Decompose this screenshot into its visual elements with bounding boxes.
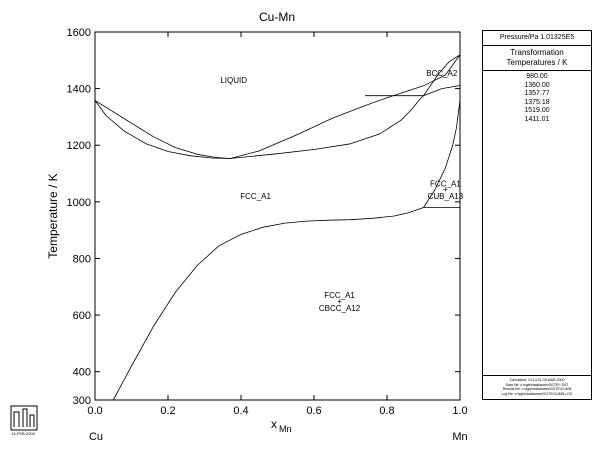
y-axis-label: Temperature / K	[46, 173, 60, 258]
footer-line: Calculated: 12:14:31 09-MAR-2000	[509, 378, 565, 382]
footer-line: Results file: c:\sgte\databases\SGTE\CUM…	[502, 387, 572, 391]
temperature-value: 1375.18	[524, 98, 550, 106]
phase-labels: LIQUIDBCC_A2FCC_A1FCC_A1+CUB_A13FCC_A1+C…	[220, 69, 463, 313]
x-axis-label-main: x	[271, 417, 277, 431]
phase-boundaries	[94, 54, 461, 401]
y-tick-label: 400	[73, 367, 91, 379]
x-tick-label: 0.2	[160, 405, 175, 417]
x-tick-label: 0.4	[233, 405, 248, 417]
plot-frame	[94, 31, 461, 401]
calculation-footer: Calculated: 12:14:31 09-MAR-2000 Data fi…	[483, 375, 591, 399]
phase-label: +	[443, 185, 448, 194]
left-component-label: Cu	[89, 431, 103, 443]
phase-boundary-line	[423, 54, 461, 96]
x-tick-label: 0.0	[87, 405, 102, 417]
temperature-value: 1411.01	[524, 115, 550, 123]
phase-boundary-line	[229, 54, 461, 159]
temperature-value: 1360.00	[524, 81, 550, 89]
pressure-label: Pressure/Pa 1.01325E5	[483, 31, 591, 46]
footer-line: Log file: c:\sgte\databases\SGTE\CUMN.LO…	[501, 391, 573, 396]
phase-boundary-line	[230, 95, 424, 159]
phase-boundary-line	[94, 100, 231, 159]
y-tick-label: 1400	[67, 84, 91, 96]
axis-ticks: 300 400 600 800 1000 1200 1400 1600 0.0 0.2 0.4 0.6…	[67, 27, 468, 417]
footer-line: Data file: c:\sgte\databases\SGTE\*.DAT	[505, 382, 569, 387]
chart-title: Cu-Mn	[259, 10, 295, 24]
phase-label: LIQUID	[220, 76, 247, 85]
phase-boundary-line	[423, 99, 461, 208]
y-tick-label: 300	[73, 395, 91, 407]
phase-boundary-line	[94, 100, 231, 159]
x-tick-label: 1.0	[452, 405, 467, 417]
phase-label: BCC_A2	[426, 69, 458, 78]
phase-boundary-line	[423, 85, 461, 97]
x-tick-label: 0.6	[306, 405, 321, 417]
temperature-value: 980.00	[526, 73, 548, 80]
phase-label: +	[337, 297, 342, 306]
temperature-list: 980.00 1360.00 1357.77 1375.18 1519.00 1…	[483, 71, 591, 124]
phase-label: FCC_A1	[430, 179, 461, 188]
sgte-logo-icon	[10, 405, 38, 431]
x-tick-label: 0.8	[379, 405, 394, 417]
y-tick-label: 600	[73, 310, 91, 322]
temperature-value: 1357.77	[524, 90, 550, 97]
phase-label: CBCC_A12	[319, 304, 361, 313]
x-axis-label: x Mn	[271, 417, 292, 434]
transformation-title-line2: Temperatures / K	[506, 58, 568, 67]
logo-date: 14-FEB-2000	[11, 431, 35, 436]
transformation-panel: Pressure/Pa 1.01325E5 Transformation Tem…	[482, 30, 592, 400]
x-axis-label-subscript: Mn	[279, 424, 292, 434]
y-tick-label: 1600	[67, 27, 91, 39]
phase-label: FCC_A1	[324, 291, 355, 300]
y-tick-label: 1200	[67, 140, 91, 152]
y-tick-label: 800	[73, 253, 91, 265]
y-tick-label: 1000	[67, 197, 91, 209]
temperature-value: 1519.00	[524, 107, 550, 114]
phase-boundary-line	[112, 207, 424, 401]
right-component-label: Mn	[452, 431, 467, 443]
transformation-title-line1: Transformation	[510, 48, 564, 57]
phase-label: FCC_A1	[240, 192, 271, 201]
phase-label: CUB_A13	[428, 192, 464, 201]
transformation-title: Transformation Temperatures / K	[483, 46, 591, 71]
